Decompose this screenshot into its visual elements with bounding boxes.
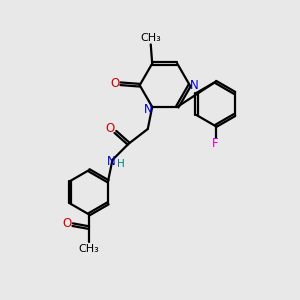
Text: O: O (62, 217, 71, 230)
Text: CH₃: CH₃ (140, 33, 161, 43)
Text: CH₃: CH₃ (79, 244, 99, 254)
Text: O: O (110, 77, 119, 90)
Text: N: N (106, 155, 116, 168)
Text: O: O (105, 122, 114, 136)
Text: N: N (144, 103, 153, 116)
Text: H: H (117, 159, 124, 169)
Text: F: F (212, 137, 219, 150)
Text: N: N (190, 79, 199, 92)
